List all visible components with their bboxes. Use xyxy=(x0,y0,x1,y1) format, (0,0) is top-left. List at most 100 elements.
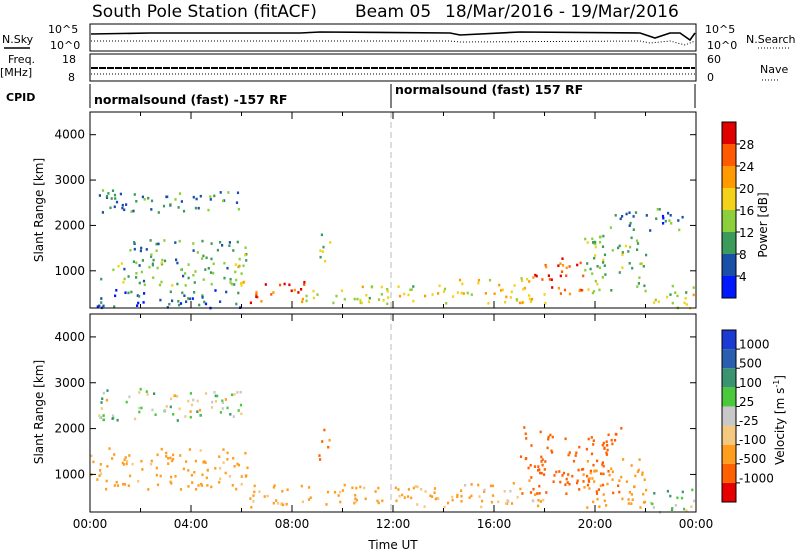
scatter-cell xyxy=(468,496,471,499)
scatter-cell xyxy=(510,290,513,294)
scatter-cell xyxy=(198,408,202,412)
scatter-cell xyxy=(138,410,141,414)
scatter-cell xyxy=(240,475,243,478)
scatter-cell xyxy=(398,494,401,498)
scatter-cell xyxy=(412,486,415,490)
scatter-cell xyxy=(477,483,480,487)
y-tick-label: 2000 xyxy=(54,422,85,436)
scatter-cell xyxy=(184,284,187,287)
scatter-cell xyxy=(150,253,153,256)
scatter-cell xyxy=(353,297,356,301)
scatter-cell xyxy=(240,483,243,486)
scatter-cell xyxy=(607,433,610,437)
scatter-cell xyxy=(143,292,146,295)
scatter-cell xyxy=(157,242,160,246)
scatter-cell xyxy=(631,498,634,501)
x-tick-label: 16:00 xyxy=(477,517,512,531)
scatter-cell xyxy=(156,483,160,487)
scatter-cell xyxy=(443,287,447,291)
freq-tick-top: 18 xyxy=(62,53,76,66)
nsearch-label: N.Search xyxy=(746,33,796,46)
scatter-cell xyxy=(194,270,197,273)
scatter-cell xyxy=(595,492,599,495)
scatter-cell xyxy=(155,249,158,252)
scatter-cell xyxy=(609,226,612,229)
scatter-cell xyxy=(115,200,119,204)
power-colorbar: 4 8 12 16 20 24 28 Power [dB] xyxy=(721,121,770,299)
scatter-cell xyxy=(130,210,133,213)
scatter-cell xyxy=(174,475,177,478)
scatter-cell xyxy=(140,270,143,274)
scatter-cell xyxy=(222,461,225,464)
scatter-cell xyxy=(539,471,542,475)
scatter-cell xyxy=(500,289,503,292)
scatter-cell xyxy=(151,263,154,267)
scatter-cell xyxy=(589,267,592,271)
scatter-cell xyxy=(196,251,199,254)
scatter-cell xyxy=(233,465,236,468)
station-title: South Pole Station (fitACF) xyxy=(92,2,317,22)
scatter-cell xyxy=(451,495,454,499)
scatter-cell xyxy=(553,474,556,477)
scatter-cell xyxy=(119,192,122,196)
power-colorbar-segment xyxy=(722,276,736,298)
scatter-cell xyxy=(174,241,177,244)
scatter-cell xyxy=(664,219,667,223)
scatter-cell xyxy=(387,296,390,299)
scatter-cell xyxy=(143,283,146,287)
scatter-cell xyxy=(403,496,406,499)
scatter-cell xyxy=(376,499,379,503)
scatter-cell xyxy=(605,504,608,507)
scatter-cell xyxy=(662,222,665,225)
nsky-panel: N.Sky 10^5 10^0 10^5 10^0 N.Search xyxy=(2,23,796,52)
scatter-cell xyxy=(602,483,605,487)
scatter-cell xyxy=(551,286,554,289)
scatter-cell xyxy=(297,291,300,294)
scatter-cell xyxy=(226,451,229,455)
scatter-cell xyxy=(120,262,123,265)
scatter-cell xyxy=(649,501,653,505)
scatter-cell xyxy=(624,244,627,248)
scatter-cell xyxy=(172,413,175,416)
scatter-cell xyxy=(232,457,235,460)
scatter-cell xyxy=(576,263,579,267)
scatter-cell xyxy=(592,439,595,442)
velocity-colorbar-tick-label: 500 xyxy=(739,357,762,371)
scatter-cell xyxy=(303,280,306,284)
scatter-cell xyxy=(460,489,463,492)
scatter-cell xyxy=(309,496,312,499)
scatter-cell xyxy=(201,296,204,299)
scatter-cell xyxy=(192,398,195,402)
scatter-cell xyxy=(98,414,101,417)
scatter-cell xyxy=(586,460,589,463)
scatter-cell xyxy=(192,273,195,277)
scatter-cell xyxy=(547,274,550,277)
scatter-cell xyxy=(605,453,608,456)
scatter-cell xyxy=(151,408,154,412)
scatter-cell xyxy=(601,276,604,279)
scatter-cell xyxy=(160,280,163,284)
scatter-cell xyxy=(433,487,437,490)
scatter-cell xyxy=(397,285,400,288)
scatter-cell xyxy=(245,259,248,262)
scatter-cell xyxy=(290,289,293,293)
scatter-cell xyxy=(377,298,381,301)
scatter-cell xyxy=(105,479,108,483)
scatter-cell xyxy=(561,474,564,477)
scatter-cell xyxy=(106,389,109,392)
scatter-cell xyxy=(592,241,595,244)
scatter-cell xyxy=(194,206,197,210)
scatter-cell xyxy=(601,443,604,447)
scatter-cell xyxy=(638,458,641,461)
scatter-cell xyxy=(305,294,308,298)
scatter-cell xyxy=(255,292,258,296)
scatter-cell xyxy=(643,284,646,288)
scatter-cell xyxy=(677,219,680,222)
scatter-cell xyxy=(218,481,221,484)
beam-title: Beam 05 xyxy=(355,2,431,22)
scatter-cell xyxy=(568,451,571,454)
scatter-cell xyxy=(577,468,580,472)
scatter-cell xyxy=(629,245,632,249)
scatter-cell xyxy=(598,288,601,292)
scatter-cell xyxy=(533,493,537,496)
